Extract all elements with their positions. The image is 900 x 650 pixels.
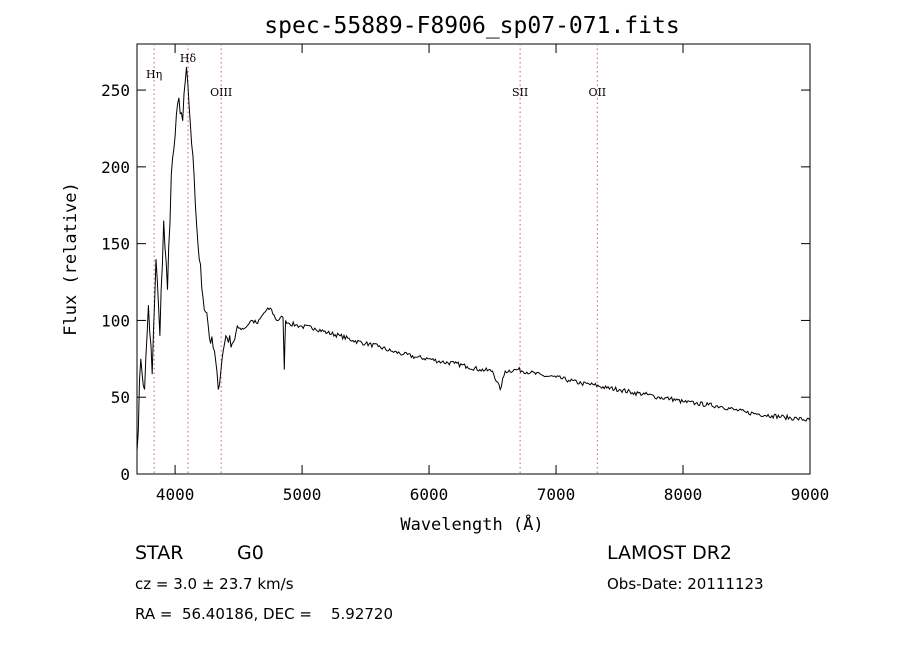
x-tick-label: 4000 — [156, 485, 195, 504]
y-tick-label: 50 — [111, 388, 130, 407]
object-class: STAR — [135, 542, 184, 564]
x-tick-label: 6000 — [410, 485, 449, 504]
x-axis-label: Wavelength (Å) — [400, 513, 543, 535]
y-axis: 0 50 100 150 200 250 — [101, 81, 810, 484]
y-tick-label: 100 — [101, 311, 130, 330]
spectral-line-label: SII — [512, 86, 528, 99]
object-subclass: G0 — [237, 542, 264, 564]
x-axis: 4000 5000 6000 7000 8000 9000 — [156, 44, 829, 504]
x-tick-label: 9000 — [791, 485, 830, 504]
spectral-line-markers: Hη Hδ OIII SII OII — [146, 44, 606, 474]
spectral-line-label: Hη — [146, 68, 162, 81]
x-tick-label: 5000 — [283, 485, 322, 504]
x-tick-label: 8000 — [664, 485, 703, 504]
survey-name: LAMOST DR2 — [607, 542, 732, 564]
spectral-line-label: OIII — [210, 86, 232, 99]
y-tick-label: 0 — [120, 465, 130, 484]
chart-title: spec-55889-F8906_sp07-071.fits — [264, 13, 679, 39]
spectrum-line — [136, 66, 811, 474]
redshift-readout: cz = 3.0 ± 23.7 km/s — [135, 575, 294, 593]
y-axis-label: Flux (relative) — [61, 182, 81, 336]
coordinates: RA = 56.40186, DEC = 5.92720 — [135, 605, 393, 623]
obs-date: Obs-Date: 20111123 — [607, 575, 764, 593]
x-tick-label: 7000 — [537, 485, 576, 504]
y-tick-label: 200 — [101, 158, 130, 177]
plot-frame — [136, 43, 811, 475]
spectral-line-label: Hδ — [180, 52, 197, 65]
y-tick-label: 150 — [101, 235, 130, 254]
spectral-line-label: OII — [588, 86, 606, 99]
y-tick-label: 250 — [101, 81, 130, 100]
